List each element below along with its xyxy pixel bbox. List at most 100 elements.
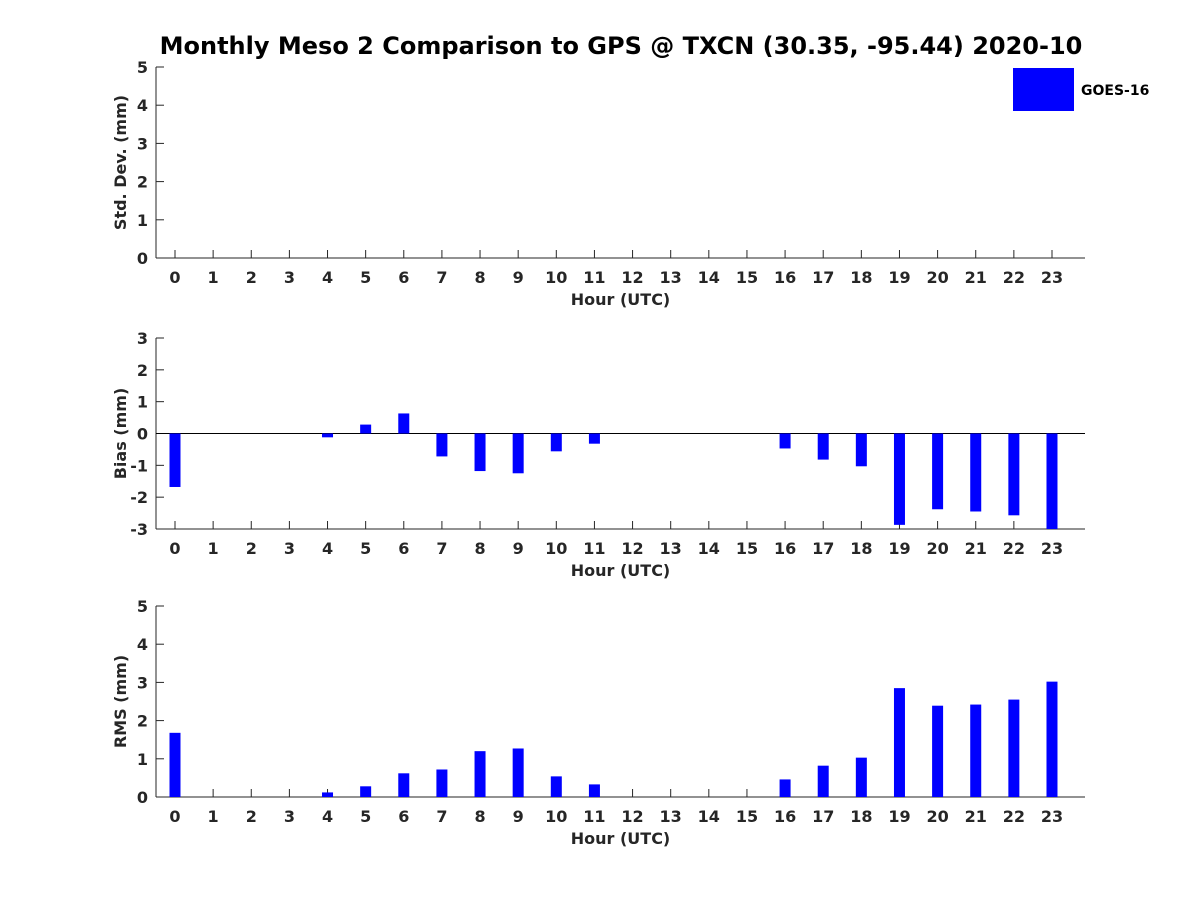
x-tick-label: 10 [545,268,567,287]
y-tick-label: 3 [137,673,148,692]
x-tick-label: 6 [398,268,409,287]
x-tick-label: 2 [246,807,257,826]
x-tick-label: 18 [850,539,872,558]
bar-hour-9 [512,748,524,797]
x-tick-label: 11 [583,268,605,287]
bar-hour-5 [360,424,372,434]
bar-hour-4 [322,433,334,438]
x-tick-label: 1 [208,807,219,826]
y-tick-label: 1 [137,393,148,412]
y-tick-label: 2 [137,712,148,731]
bar-hour-23 [1046,681,1058,797]
bar-hour-22 [1008,433,1020,516]
bar-hour-17 [817,433,829,460]
x-tick-label: 12 [621,539,643,558]
y-tick-label: 2 [137,173,148,192]
x-tick-label: 14 [698,539,720,558]
x-tick-label: 15 [736,268,758,287]
x-tick-label: 15 [736,539,758,558]
x-tick-label: 3 [284,539,295,558]
y-tick-label: 4 [137,96,148,115]
y-tick-label: 5 [137,597,148,616]
x-tick-label: 10 [545,807,567,826]
x-tick-label: 13 [660,268,682,287]
x-axis-label: Hour (UTC) [571,829,671,848]
bar-hour-22 [1008,699,1020,797]
bar-hour-17 [817,765,829,797]
bar-hour-0 [169,732,181,797]
x-tick-label: 13 [660,807,682,826]
bar-hour-7 [436,433,448,457]
x-tick-label: 14 [698,807,720,826]
x-tick-label: 17 [812,539,834,558]
x-tick-label: 16 [774,807,796,826]
x-tick-label: 3 [284,268,295,287]
bar-hour-21 [970,704,982,797]
chart-title: Monthly Meso 2 Comparison to GPS @ TXCN … [160,32,1083,60]
bar-hour-20 [932,705,944,797]
x-tick-label: 18 [850,807,872,826]
x-tick-label: 2 [246,268,257,287]
x-tick-label: 22 [1003,268,1025,287]
bar-hour-11 [588,784,600,797]
y-tick-label: 1 [137,211,148,230]
x-tick-label: 8 [474,268,485,287]
bar-hour-5 [360,786,372,797]
bar-hour-6 [398,413,410,434]
x-tick-label: 4 [322,807,333,826]
bar-hour-20 [932,433,944,510]
bar-hour-8 [474,433,486,472]
y-tick-label: 4 [137,635,148,654]
x-tick-label: 5 [360,268,371,287]
x-tick-label: 12 [621,268,643,287]
x-tick-label: 20 [926,268,948,287]
x-tick-label: 11 [583,539,605,558]
x-tick-label: 19 [888,539,910,558]
bar-hour-0 [169,433,181,487]
x-tick-label: 23 [1041,268,1063,287]
y-tick-label: 2 [137,361,148,380]
x-tick-label: 19 [888,807,910,826]
x-tick-label: 8 [474,539,485,558]
y-tick-label: 0 [137,788,148,807]
x-axis-label: Hour (UTC) [571,561,671,580]
x-tick-label: 21 [965,807,987,826]
bar-hour-10 [550,776,562,797]
x-tick-label: 0 [169,268,180,287]
bar-hour-7 [436,769,448,797]
x-tick-label: 8 [474,807,485,826]
y-axis-label: Bias (mm) [111,388,130,480]
x-tick-label: 23 [1041,539,1063,558]
x-tick-label: 16 [774,268,796,287]
y-tick-label: -1 [130,456,148,475]
y-tick-label: 3 [137,329,148,348]
x-tick-label: 1 [208,539,219,558]
x-tick-label: 21 [965,539,987,558]
x-tick-label: 10 [545,539,567,558]
bar-hour-18 [855,433,867,467]
x-tick-label: 6 [398,539,409,558]
x-tick-label: 5 [360,539,371,558]
x-tick-label: 7 [436,807,447,826]
x-tick-label: 4 [322,268,333,287]
x-tick-label: 0 [169,807,180,826]
x-tick-label: 11 [583,807,605,826]
x-tick-label: 22 [1003,539,1025,558]
y-axis-label: RMS (mm) [111,655,130,748]
x-tick-label: 1 [208,268,219,287]
bar-hour-23 [1046,433,1058,529]
x-tick-label: 20 [926,539,948,558]
legend: GOES-16 [1013,68,1149,111]
y-tick-label: 1 [137,750,148,769]
legend-label: GOES-16 [1081,83,1149,99]
bar-hour-9 [512,433,524,474]
x-tick-label: 9 [513,539,524,558]
bar-hour-6 [398,773,410,797]
legend-swatch [1013,68,1074,111]
x-tick-label: 23 [1041,807,1063,826]
y-axis-label: Std. Dev. (mm) [111,95,130,230]
x-tick-label: 18 [850,268,872,287]
